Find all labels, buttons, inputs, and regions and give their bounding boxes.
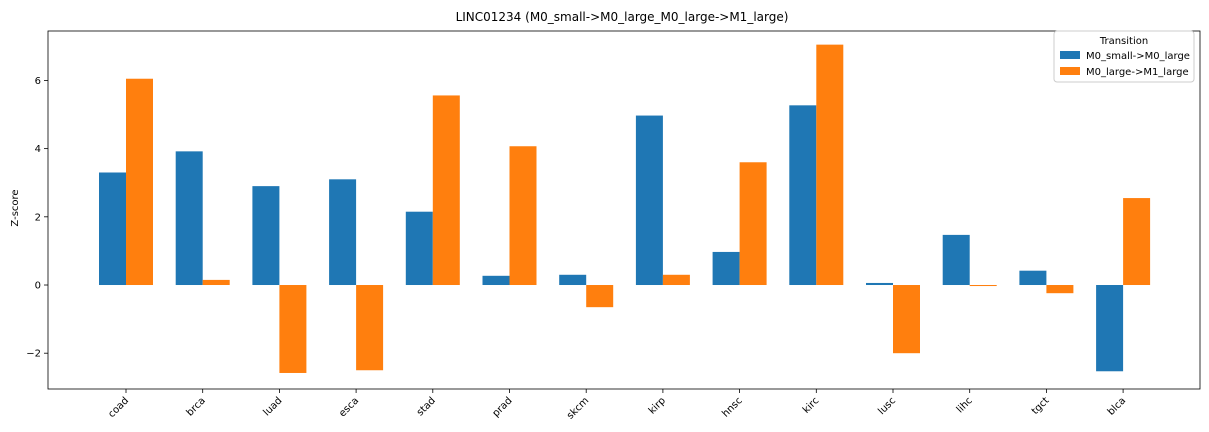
y-tick-label: 4 [35,144,41,155]
legend-entry-label: M0_small->M0_large [1086,51,1190,62]
bar-m0-small-m0-large-luad [252,186,280,286]
y-axis: −2 0 2 4 6 [26,76,48,360]
x-tick-label-prad: prad [491,395,515,419]
x-tick-label-kirc: kirc [801,395,821,415]
x-tick-label-kirp: kirp [647,395,668,416]
legend-swatch [1060,67,1080,75]
bar-m0-small-m0-large-lihc [942,234,970,286]
x-tick-label-stad: stad [415,395,438,418]
x-tick-label-skcm: skcm [565,395,591,421]
legend: Transition M0_small->M0_large M0_large->M… [1053,30,1195,83]
bar-m0-small-m0-large-esca [329,179,357,286]
x-tick-label-brca: brca [185,395,208,418]
legend-swatch [1060,51,1080,59]
bar-m0-large-m1-large-kirp [662,274,690,286]
bar-m0-large-m1-large-hnsc [739,162,767,286]
bars-group [99,44,1151,373]
bar-m0-small-m0-large-tgct [1019,270,1047,286]
x-tick-label-hnsc: hnsc [720,395,744,419]
bar-m0-large-m1-large-skcm [586,285,614,308]
y-tick-label: 6 [35,76,41,87]
x-tick-label-lihc: lihc [955,395,975,415]
bar-m0-large-m1-large-luad [279,285,307,373]
bar-m0-small-m0-large-kirc [789,105,817,286]
bar-m0-small-m0-large-hnsc [712,251,740,286]
bar-m0-small-m0-large-blca [1096,285,1124,372]
bar-m0-small-m0-large-skcm [559,274,587,286]
bar-m0-small-m0-large-brca [175,151,203,286]
x-tick-label-coad: coad [106,395,131,420]
x-tick-label-esca: esca [337,395,361,419]
bar-m0-large-m1-large-esca [356,285,384,371]
chart-title: LINC01234 (M0_small->M0_large_M0_large->… [456,10,789,24]
legend-box [1053,30,1195,83]
bar-m0-large-m1-large-stad [432,95,460,286]
bar-m0-large-m1-large-blca [1123,198,1151,286]
y-tick-label: 2 [35,212,41,223]
bar-m0-small-m0-large-lusc [866,282,893,286]
bar-m0-small-m0-large-prad [482,275,510,286]
bar-m0-large-m1-large-tgct [1046,285,1074,294]
x-tick-label-luad: luad [261,395,284,418]
bar-m0-large-m1-large-lusc [893,285,920,354]
legend-title: Transition [1099,36,1148,47]
y-tick-label: 0 [35,281,41,292]
x-tick-label-tgct: tgct [1030,395,1052,417]
bar-m0-small-m0-large-kirp [635,115,663,286]
bar-m0-large-m1-large-coad [126,78,153,286]
bar-m0-large-m1-large-lihc [969,285,997,287]
bar-m0-small-m0-large-coad [99,172,126,286]
x-tick-label-blca: blca [1106,395,1128,417]
legend-entry-label: M0_large->M1_large [1086,67,1189,78]
bar-m0-large-m1-large-kirc [816,44,844,286]
x-axis: coad brca luad esca stad prad skcm kirp hnsc kirc… [106,389,1128,422]
bar-m0-large-m1-large-prad [509,146,537,286]
x-tick-label-lusc: lusc [876,395,898,417]
bar-m0-small-m0-large-stad [405,211,433,286]
y-axis-label: Z-score [10,189,21,226]
bar-m0-large-m1-large-brca [202,279,230,286]
y-tick-label: −2 [26,349,41,360]
plot-frame [47,30,1201,390]
